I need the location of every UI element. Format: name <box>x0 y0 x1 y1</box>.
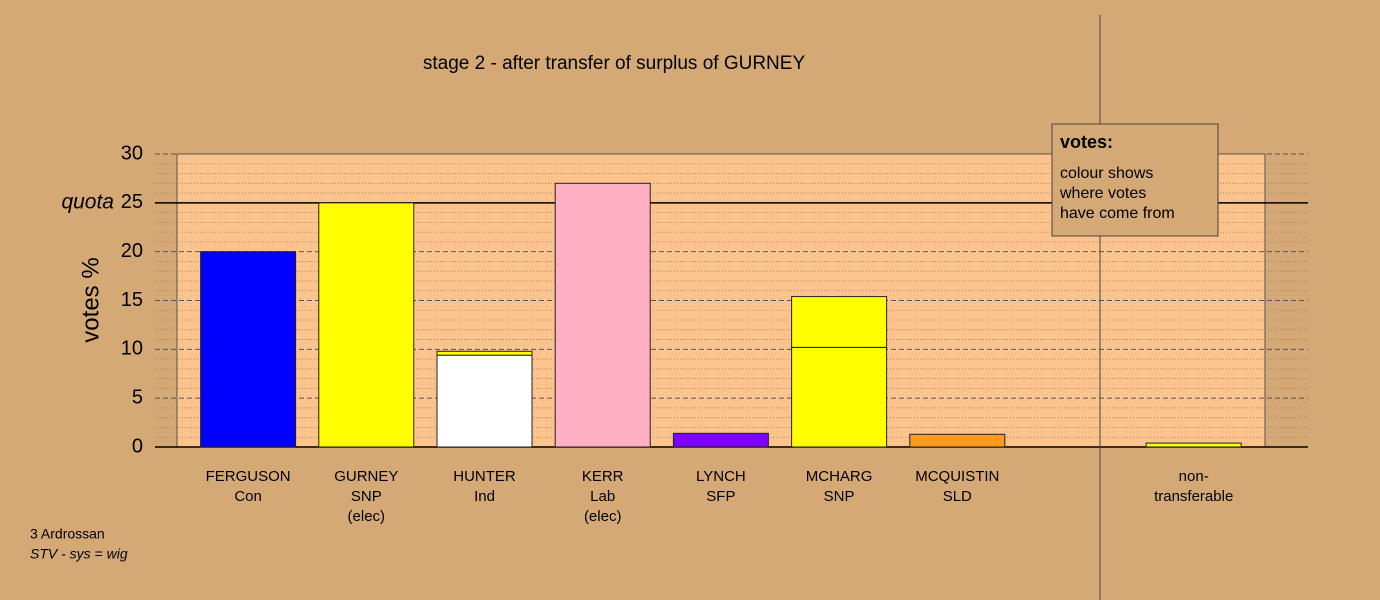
bar-segment <box>200 251 297 448</box>
bar-segment <box>318 202 415 448</box>
x-tick-label: GURNEY <box>334 468 398 485</box>
y-tick-label: 0 <box>132 435 143 457</box>
chart-title: stage 2 - after transfer of surplus of G… <box>423 53 806 74</box>
note-title: votes: <box>1060 132 1113 152</box>
bar-segment <box>436 350 533 356</box>
x-tick-label: FERGUSON <box>206 468 291 485</box>
bar-segment <box>554 182 651 448</box>
x-tick-label: SNP <box>351 488 382 505</box>
note-line: have come from <box>1060 205 1175 222</box>
bar-segment <box>791 346 888 448</box>
footnote: STV - sys = wig <box>30 546 128 562</box>
x-tick-label: LYNCH <box>696 468 746 485</box>
x-tick-label: Lab <box>590 488 615 505</box>
x-tick-label: SLD <box>943 488 972 505</box>
x-tick-label: (elec) <box>584 508 622 525</box>
x-tick-label: non- <box>1179 468 1209 485</box>
x-tick-label: MCHARG <box>806 468 873 485</box>
x-tick-label: (elec) <box>348 508 386 525</box>
y-tick-label: 5 <box>132 386 143 408</box>
y-axis-label: votes % <box>77 257 104 342</box>
bar-segment <box>436 354 533 448</box>
y-tick-label: 10 <box>121 338 143 360</box>
x-tick-label: SNP <box>824 488 855 505</box>
x-tick-label: Ind <box>474 488 495 505</box>
y-tick-label: 15 <box>121 289 143 311</box>
x-tick-label: transferable <box>1154 488 1233 505</box>
x-tick-label: MCQUISTIN <box>915 468 999 485</box>
bar-segment <box>672 432 769 448</box>
x-tick-label: KERR <box>582 468 624 485</box>
y-tick-label: 30 <box>121 142 143 164</box>
note-frame <box>1051 123 1219 237</box>
bar-segment <box>909 433 1006 448</box>
quota-label: quota <box>61 190 114 213</box>
footnote: 3 Ardrossan <box>30 526 105 542</box>
y-tick-label: 20 <box>121 240 143 262</box>
note-box: votes: colour shows where votes have com… <box>1051 123 1219 237</box>
x-tick-label: Con <box>234 488 262 505</box>
x-tick-label: SFP <box>706 488 735 505</box>
bar-segment <box>1145 442 1242 448</box>
x-tick-label: HUNTER <box>453 468 516 485</box>
note-line: where votes <box>1059 185 1146 202</box>
bar-segment <box>791 296 888 348</box>
y-tick-label: 25 <box>121 191 143 213</box>
marks <box>200 182 1242 448</box>
note-line: colour shows <box>1060 165 1153 182</box>
